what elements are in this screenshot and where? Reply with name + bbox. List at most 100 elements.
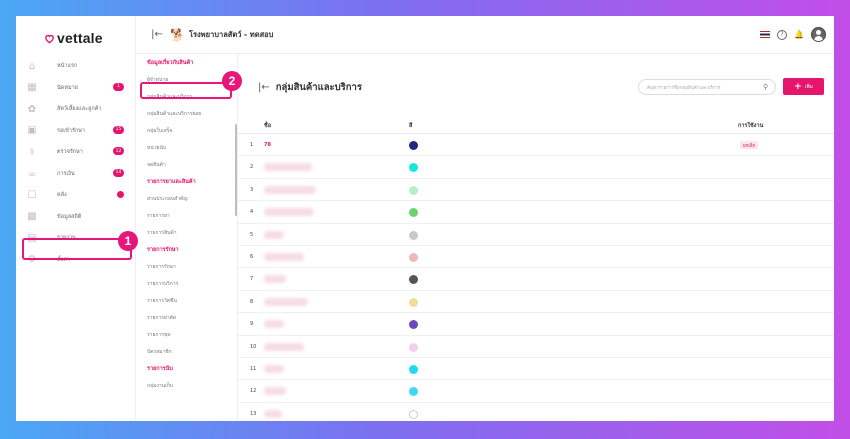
sidebar: vettale ⌂ หน้าแรก ▦ นัดหมาย 1 ✿ สัตว์เลี้ยงและ…: [16, 16, 136, 421]
color-swatch: [409, 387, 418, 397]
sidebar-item-label: คลัง: [57, 192, 67, 198]
inventory-icon: ☐: [27, 189, 37, 201]
submenu-item[interactable]: รายการยา: [147, 212, 170, 219]
sidebar-item-label: นัดหมาย: [57, 84, 78, 91]
table-row[interactable]: 5: [238, 224, 834, 246]
avatar[interactable]: [811, 27, 826, 42]
app-window: vettale ⌂ หน้าแรก ▦ นัดหมาย 1 ✿ สัตว์เลี้ยงและ…: [16, 16, 834, 421]
redacted-name: [264, 297, 308, 306]
step-marker-2: 2: [222, 71, 242, 91]
sidebar-item-0[interactable]: ⌂ หน้าแรก: [16, 56, 136, 76]
sidebar-item-7[interactable]: ▩ ข้อมูลสถิติ: [16, 207, 136, 227]
submenu-item[interactable]: รายการชุด: [147, 331, 171, 338]
submenu-item[interactable]: รายการรักษา: [147, 263, 176, 270]
row-number: 1: [250, 142, 254, 148]
search-input[interactable]: ค้นหารายการชื่อกลุ่มสินค้าและบริการ ⚲: [638, 79, 776, 95]
hospital-name: โรงพยาบาลสัตว์ - ทดสอบ: [188, 29, 274, 39]
submenu-item[interactable]: กลุ่มงานเก็บ: [147, 382, 173, 389]
submenu-item[interactable]: บัตรสมาชิก: [147, 348, 172, 355]
collapse-sidebar-icon[interactable]: |←: [151, 29, 163, 40]
help-icon[interactable]: ?: [777, 29, 787, 40]
submenu-item[interactable]: หน่วยนับ: [147, 144, 167, 151]
color-swatch: [409, 208, 418, 218]
status-badge: ยกเลิก: [740, 141, 759, 149]
table-row[interactable]: 1 78 ยกเลิก: [238, 134, 834, 157]
brand-logo[interactable]: vettale: [44, 30, 103, 46]
table-row[interactable]: 12: [238, 380, 834, 403]
sidebar-item-2[interactable]: ✿ สัตว์เลี้ยงและลูกค้า: [16, 99, 136, 119]
add-button[interactable]: + เพิ่ม: [783, 78, 824, 95]
redacted-name: [264, 320, 284, 329]
table-row[interactable]: 7: [238, 268, 834, 291]
row-number: 2: [250, 164, 254, 171]
row-number: 5: [250, 231, 254, 238]
color-swatch: [409, 230, 418, 240]
sidebar-item-label: ข้อมูลสถิติ: [57, 213, 82, 220]
sidebar-item-4[interactable]: ⚕ ตรวจรักษา 12: [16, 142, 136, 162]
bell-icon[interactable]: 🔔: [794, 30, 804, 39]
table-row[interactable]: 2: [238, 156, 834, 179]
sidebar-item-label: ตรวจรักษา: [57, 149, 83, 155]
search-icon[interactable]: ⚲: [762, 83, 768, 91]
top-bar: |← 🐕 โรงพยาบาลสัตว์ - ทดสอบ ? 🔔: [136, 16, 834, 54]
thai-flag-icon[interactable]: [760, 31, 770, 38]
page-title: กลุ่มสินค้าและบริการ: [275, 82, 362, 93]
submenu-item[interactable]: ส่วนประกอบสำคัญ: [147, 195, 188, 202]
sidebar-item-6[interactable]: ☐ คลัง: [16, 185, 136, 205]
sidebar-item-3[interactable]: ▣ รอเข้ารักษา 15: [16, 121, 136, 141]
color-swatch: [409, 409, 418, 419]
color-swatch: [409, 342, 418, 352]
table-row[interactable]: 6: [238, 246, 834, 269]
row-number: 10: [250, 343, 257, 350]
add-button-label: เพิ่ม: [804, 83, 813, 90]
submenu-item[interactable]: กลุ่มสินค้าและบริการ: [147, 93, 193, 100]
sidebar-item-label: การเงิน: [57, 170, 75, 177]
table-row[interactable]: 3: [238, 179, 834, 202]
row-number: 13: [250, 410, 257, 417]
back-icon[interactable]: |←: [258, 82, 270, 93]
plus-icon: +: [794, 81, 802, 92]
table-row[interactable]: 9: [238, 313, 834, 336]
heart-icon: [45, 34, 54, 43]
table-row[interactable]: 11: [238, 358, 834, 381]
color-swatch: [409, 275, 418, 285]
hospital-logo-icon: 🐕: [170, 27, 185, 42]
row-number: 11: [250, 365, 257, 372]
redacted-name: [264, 252, 304, 261]
table-row[interactable]: 10: [238, 336, 834, 358]
submenu-item[interactable]: รายการวัคซีน: [147, 297, 177, 304]
submenu-item[interactable]: รายการสินค้า: [147, 229, 177, 236]
submenu-item[interactable]: จดสินค้า: [147, 161, 166, 168]
color-swatch: [409, 163, 418, 173]
submenu-heading: รายการรักษา: [147, 246, 179, 253]
submenu-heading: รายการนับ: [147, 365, 173, 372]
row-number: 12: [250, 388, 257, 395]
redacted-name: [264, 230, 284, 239]
sidebar-item-label: รอเข้ารักษา: [57, 127, 85, 134]
row-number: 4: [250, 209, 254, 216]
sidebar-item-1[interactable]: ▦ นัดหมาย 1: [16, 78, 136, 98]
column-name: ชื่อ: [264, 123, 272, 129]
row-number: 3: [250, 186, 254, 193]
submenu-item[interactable]: ผู้จำหน่าย: [147, 76, 169, 83]
submenu-item[interactable]: รายการบริการ: [147, 280, 179, 287]
row-number: 8: [250, 298, 254, 305]
table-row[interactable]: 4: [238, 201, 834, 224]
redacted-name: [264, 364, 284, 373]
sidebar-item-5[interactable]: ☕ การเงิน 14: [16, 164, 136, 184]
submenu-scrollbar[interactable]: [235, 124, 237, 216]
stats-icon: ▩: [27, 211, 37, 222]
submenu-item[interactable]: กลุ่มใบเสร็จ: [147, 127, 173, 134]
brand-name: vettale: [57, 30, 103, 46]
color-swatch: [409, 185, 418, 195]
notification-dot: [117, 191, 124, 198]
finance-icon: ☕: [27, 168, 37, 179]
highlight-product-groups: [140, 82, 232, 99]
submenu-item[interactable]: กลุ่มสินค้าและบริการย่อย: [147, 110, 202, 117]
sidebar-item-label: หน้าแรก: [57, 63, 78, 69]
table-row[interactable]: 8: [238, 291, 834, 314]
submenu-item[interactable]: รายการผ่าตัด: [147, 314, 177, 321]
column-status: การใช้งาน: [738, 123, 764, 129]
table-row[interactable]: 13: [238, 403, 834, 421]
